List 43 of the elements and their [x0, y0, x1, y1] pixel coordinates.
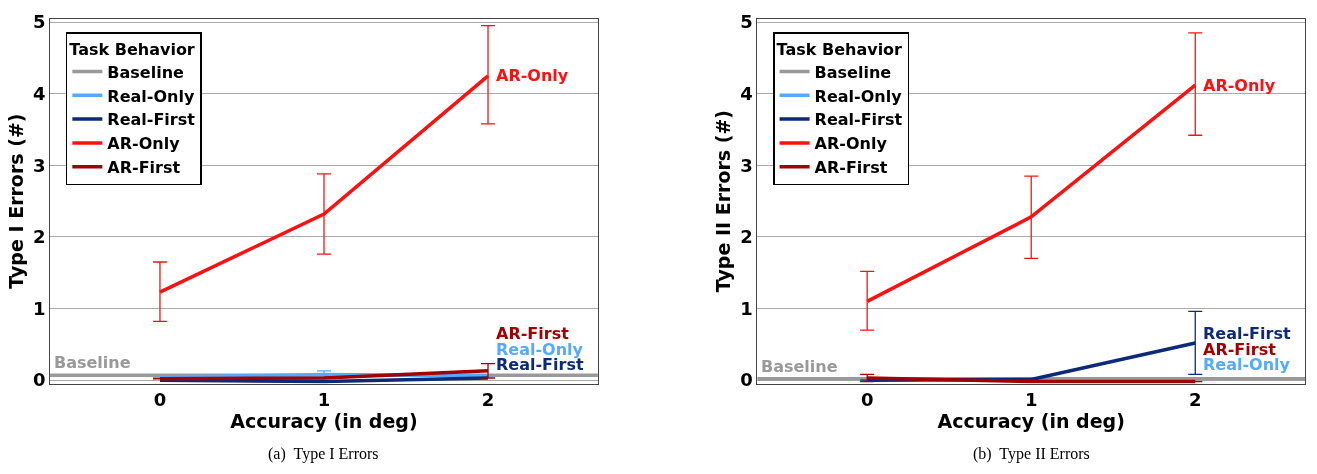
y-tick-label: 0 — [740, 369, 753, 391]
legend-title: Task Behavior — [776, 39, 903, 59]
legend-label: AR-First — [814, 157, 888, 177]
y-tick-label: 4 — [32, 83, 46, 104]
text: Baseline — [814, 62, 892, 82]
y-tick-label: 3 — [32, 154, 46, 176]
y-tick-label: 0 — [32, 369, 46, 391]
x-tick-label: 1 — [1024, 389, 1038, 411]
x-axis-title: Accuracy (in deg) — [230, 410, 418, 433]
y-tick-label: 2 — [740, 226, 753, 248]
text: Real-Only — [496, 340, 583, 359]
x-tick-label: 0 — [860, 389, 874, 411]
x-tick-label: 2 — [481, 389, 495, 411]
text: Baseline — [107, 62, 184, 82]
legend-label: Real-First — [814, 110, 903, 130]
legend-label: Real-First — [107, 110, 196, 130]
legend-label: AR-Only — [107, 134, 181, 154]
text: (b) Type II Errors — [973, 445, 1090, 463]
legend-label: AR-Only — [814, 134, 888, 154]
y-tick-label: 1 — [740, 297, 753, 319]
x-tick-label: 0 — [153, 389, 167, 411]
legend-label: AR-First — [107, 157, 181, 177]
x-axis-title: Accuracy (in deg) — [937, 410, 1125, 433]
y-tick-label: 2 — [32, 226, 46, 248]
y-tick-label: 1 — [32, 297, 46, 319]
y-tick-label: 4 — [740, 83, 753, 104]
text: (a) Type I Errors — [268, 445, 379, 463]
ref-line-label: Baseline — [54, 353, 131, 372]
y-axis-title: Type I Errors (#) — [4, 113, 27, 289]
y-axis-title: Type II Errors (#) — [711, 109, 734, 293]
x-tick-label: 2 — [1188, 389, 1202, 411]
y-tick-label: 5 — [32, 11, 46, 33]
text: AR-Only — [1203, 76, 1276, 95]
legend-title: Task Behavior — [69, 39, 195, 59]
text: Real-First — [1203, 324, 1291, 343]
x-tick-label: 1 — [317, 389, 331, 411]
y-tick-label: 5 — [740, 11, 753, 33]
legend-label: Real-Only — [107, 86, 195, 106]
y-tick-label: 3 — [740, 154, 753, 176]
text: AR-Only — [496, 66, 569, 85]
ref-line-label: Baseline — [761, 357, 838, 376]
text: AR-First — [496, 324, 569, 343]
legend-label: Real-Only — [814, 86, 903, 106]
